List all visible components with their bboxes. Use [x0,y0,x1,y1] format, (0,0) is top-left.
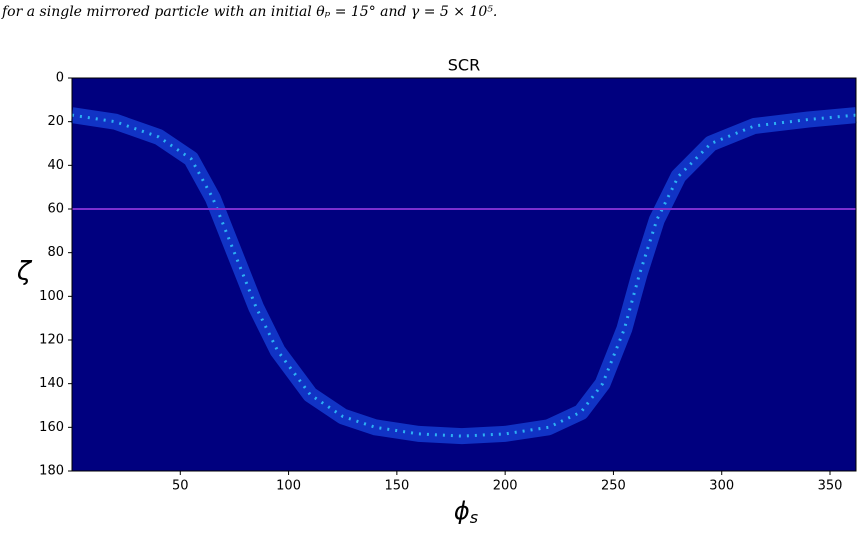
y-axis-label: ζ [16,257,33,287]
y-tick-label: 60 [47,202,64,217]
x-tick-label: 150 [384,479,409,494]
x-tick-label: 250 [601,479,626,494]
x-label-symbol: ϕ [454,497,470,525]
y-tick-label: 160 [39,420,64,435]
y-tick-label: 140 [39,376,64,391]
x-axis-label: ϕs [454,497,478,527]
plot-frame [71,77,857,472]
y-tick-label: 100 [39,289,64,304]
x-tick-label: 350 [818,479,843,494]
y-tick-label: 80 [47,245,64,260]
y-tick-label: 20 [47,114,64,129]
x-tick-label: 200 [493,479,518,494]
caption: for a single mirrored particle with an i… [1,4,497,20]
y-tick-label: 120 [39,333,64,348]
x-tick-label: 100 [276,479,301,494]
chart-title: SCR [448,56,480,75]
x-tick-label: 50 [172,479,189,494]
y-tick-label: 0 [56,71,64,86]
ridge-glow [70,107,857,445]
x-label-subscript: s [470,508,478,527]
y-tick-label: 40 [47,158,64,173]
y-tick-label: 180 [39,464,64,479]
x-tick-label: 300 [709,479,734,494]
